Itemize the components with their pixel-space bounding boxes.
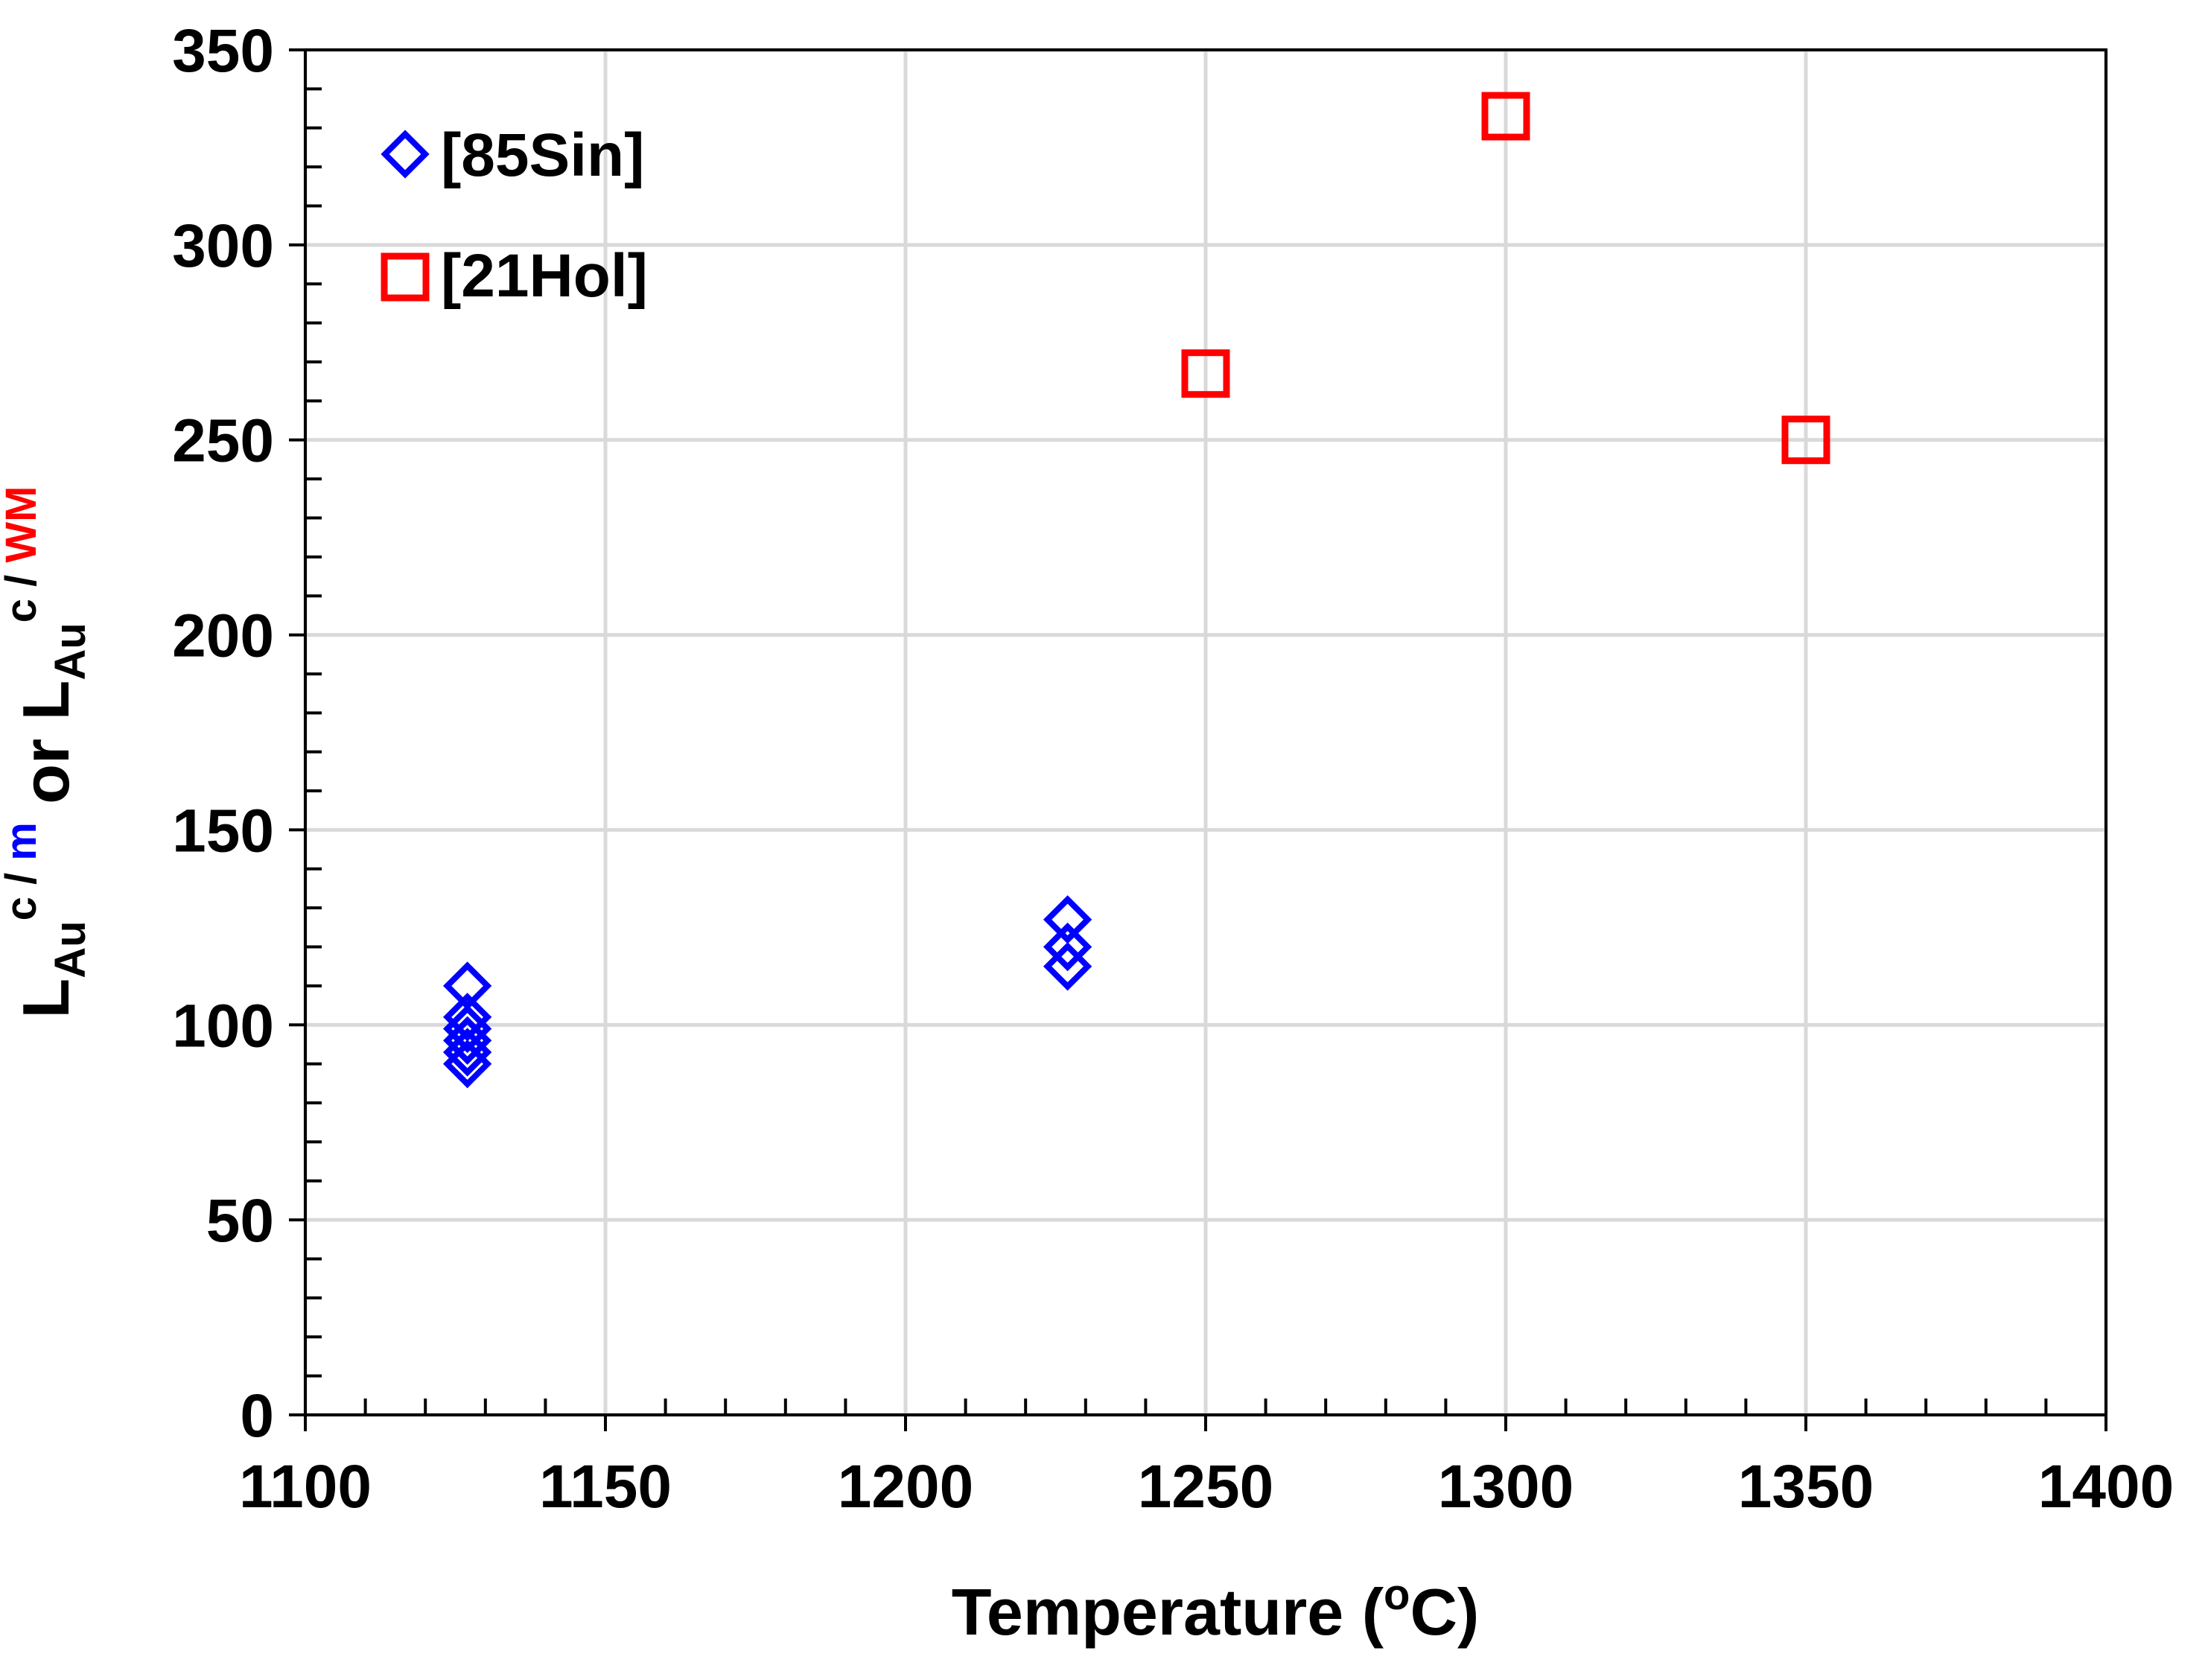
legend-diamond-marker bbox=[381, 130, 430, 179]
data-point-diamond bbox=[442, 1028, 492, 1077]
data-point-square bbox=[1781, 416, 1830, 465]
grid-lines bbox=[303, 48, 2108, 1417]
x-tick-label: 1400 bbox=[2038, 1453, 2174, 1521]
y-axis-title-l1: L bbox=[9, 979, 83, 1019]
y-axis-title-or: or bbox=[9, 720, 83, 822]
data-point-diamond bbox=[1043, 895, 1092, 944]
y-axis-title-l2: L bbox=[9, 681, 83, 721]
y-axis-title-sub1: Au bbox=[46, 920, 95, 978]
y-axis-title-slash1: / bbox=[0, 861, 45, 897]
data-point-square bbox=[1481, 92, 1530, 141]
x-tick-label: 1200 bbox=[838, 1453, 973, 1521]
data-markers bbox=[442, 92, 1830, 1089]
y-axis-title-slash2: / bbox=[0, 563, 45, 599]
y-tick-label: 50 bbox=[206, 1187, 274, 1255]
legend-label-21hol: [21Hol] bbox=[441, 242, 648, 310]
x-axis-title-unit: C) bbox=[1410, 1575, 1479, 1649]
y-axis-title-medium1: m bbox=[0, 822, 45, 861]
data-point-diamond bbox=[442, 993, 492, 1042]
legend-label-85sin: [85Sin] bbox=[441, 121, 644, 189]
y-tick-labels: 0 50 100 150 200 250 300 350 bbox=[172, 17, 274, 1450]
y-tick-label: 200 bbox=[172, 602, 274, 670]
y-tick-label: 350 bbox=[172, 17, 274, 85]
y-tick-label: 100 bbox=[172, 992, 274, 1060]
x-tick-label: 1300 bbox=[1438, 1453, 1574, 1521]
data-point-diamond bbox=[1043, 922, 1092, 972]
y-axis-title-sub2: Au bbox=[46, 623, 95, 680]
y-axis-title-sup2: c bbox=[0, 599, 45, 623]
y-tick-label: 250 bbox=[172, 407, 274, 475]
legend-square-marker bbox=[381, 252, 430, 302]
x-tick-label: 1100 bbox=[239, 1453, 372, 1521]
legend: [85Sin] [21Hol] bbox=[381, 121, 648, 310]
x-tick-label: 1150 bbox=[539, 1453, 672, 1521]
data-point-diamond bbox=[442, 1004, 492, 1054]
y-axis-title-sup1: c bbox=[0, 897, 45, 920]
legend-marker-diamond bbox=[381, 130, 430, 179]
x-tick-label: 1350 bbox=[1738, 1453, 1874, 1521]
data-point-square bbox=[1181, 349, 1230, 398]
x-tick-labels: 1100 1150 1200 1250 1300 1350 1400 bbox=[239, 1453, 2174, 1521]
y-axis-title: LAuc / m or LAuc / WM bbox=[0, 486, 95, 1019]
data-point-diamond bbox=[442, 1016, 492, 1065]
axis-ticks bbox=[289, 48, 2107, 1431]
x-axis-title: Temperature (oC) bbox=[952, 1571, 1480, 1649]
data-point-diamond bbox=[442, 1040, 492, 1089]
y-axis-title-medium2: WM bbox=[0, 486, 45, 563]
x-axis-title-sup: o bbox=[1384, 1571, 1410, 1619]
y-tick-label: 0 bbox=[240, 1382, 274, 1450]
x-axis-title-text: Temperature ( bbox=[952, 1575, 1384, 1649]
y-tick-label: 150 bbox=[172, 797, 274, 865]
y-tick-label: 300 bbox=[172, 212, 274, 280]
x-tick-label: 1250 bbox=[1138, 1453, 1273, 1521]
data-point-diamond bbox=[1043, 942, 1092, 991]
legend-marker-square bbox=[381, 252, 430, 302]
